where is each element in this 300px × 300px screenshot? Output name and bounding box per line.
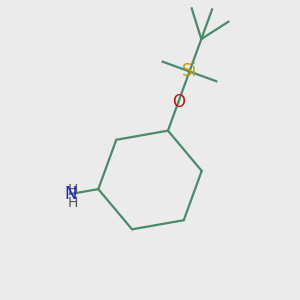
Text: N: N	[64, 185, 76, 203]
Text: O: O	[172, 94, 185, 112]
Text: Si: Si	[182, 62, 197, 80]
Text: H: H	[68, 184, 78, 197]
Text: H: H	[68, 196, 78, 210]
